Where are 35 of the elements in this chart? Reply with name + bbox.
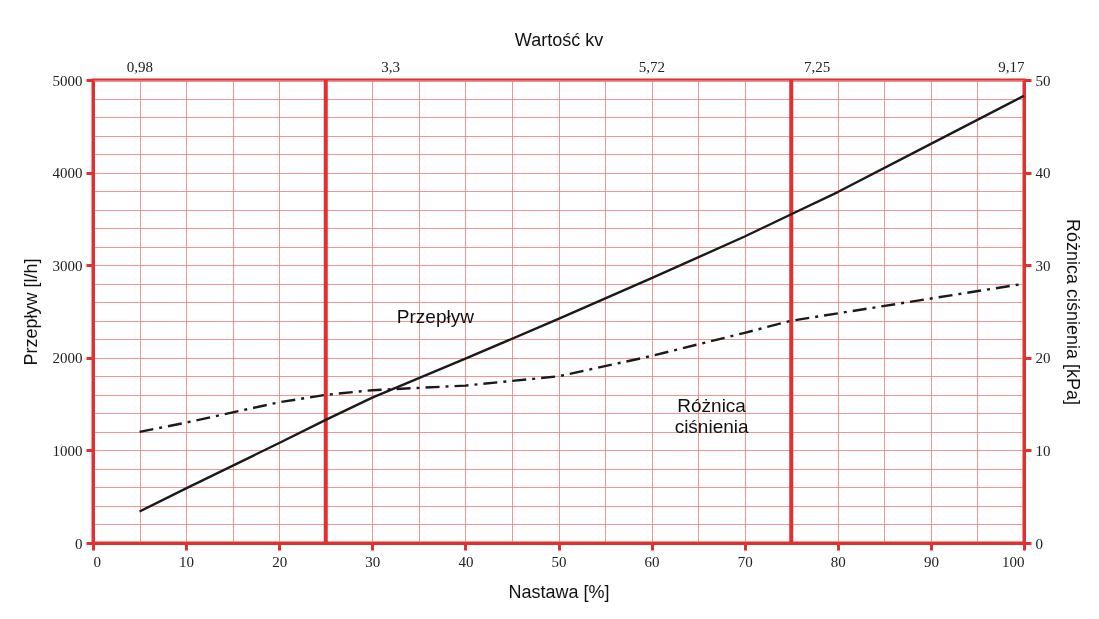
x-tick-label: 40 <box>458 553 474 570</box>
x-tick-label: 30 <box>365 553 381 570</box>
y2-axis-title: Różnica ciśnienia [kPa] <box>1062 218 1083 406</box>
series-label: Przepływ <box>396 305 475 327</box>
x-tick-label: 60 <box>644 553 660 570</box>
x-tick-label: 80 <box>830 553 846 570</box>
y-axis-title: Przepływ [l/h] <box>20 258 41 366</box>
line-series <box>138 94 1026 513</box>
x2-tick-label: 9,17 <box>998 58 1025 75</box>
x2-axis-title: Wartość kv <box>514 29 604 50</box>
x-tick-label: 50 <box>551 553 567 570</box>
x-axis-title: Nastawa [%] <box>508 581 610 602</box>
y2-tick-label: 50 <box>1035 72 1051 89</box>
x2-tick-label: 3,3 <box>381 58 400 75</box>
y2-tick-label: 0 <box>1035 535 1043 552</box>
y-tick-label: 2000 <box>52 350 83 367</box>
y2-tick-label: 30 <box>1035 257 1051 274</box>
x-tick-label: 20 <box>272 553 288 570</box>
x-tick-label: 100 <box>1002 553 1025 570</box>
text: Różnica ciśnienia <box>674 394 749 437</box>
y2-tick-label: 10 <box>1035 442 1051 459</box>
x-tick-label: 90 <box>923 553 939 570</box>
y2-tick-label: 20 <box>1035 350 1051 367</box>
y-tick-label: 4000 <box>52 165 83 182</box>
x2-tick-label: 7,25 <box>804 58 831 75</box>
x-tick-label: 10 <box>179 553 195 570</box>
y-tick-label: 0 <box>75 535 83 552</box>
y-tick-label: 5000 <box>52 72 83 89</box>
x2-tick-label: 5,72 <box>638 58 666 75</box>
x-tick-label: 70 <box>737 553 753 570</box>
x2-tick-label: 0,98 <box>126 58 154 75</box>
y-tick-label: 3000 <box>52 257 83 274</box>
x-tick-label: 0 <box>93 553 101 570</box>
y-tick-label: 1000 <box>52 442 83 459</box>
y2-tick-label: 40 <box>1035 165 1051 182</box>
